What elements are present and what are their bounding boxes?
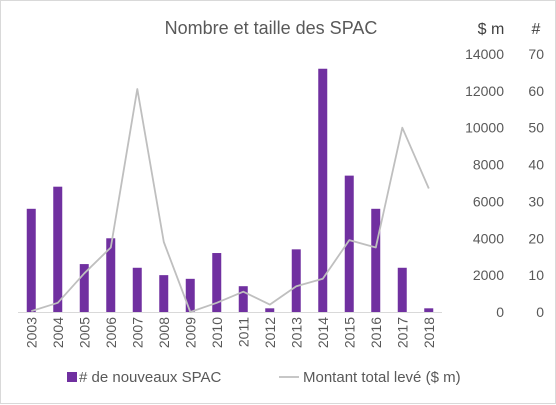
x-tick-label-2005: 2005 — [76, 317, 92, 348]
x-tick-label-2008: 2008 — [156, 317, 172, 348]
left-axis-unit: $ m — [478, 21, 505, 38]
left-y-tick-label: 0 — [496, 304, 504, 320]
right-y-tick-label: 70 — [528, 46, 544, 62]
plot-area — [18, 68, 442, 313]
right-y-tick-label: 60 — [528, 83, 544, 99]
right-y-tick-label: 40 — [528, 157, 544, 173]
x-tick-label-2014: 2014 — [315, 317, 331, 348]
right-y-tick-label: 0 — [536, 304, 544, 320]
chart-title: Nombre et taille des SPAC — [165, 18, 378, 38]
legend-bar-label: # de nouveaux SPAC — [79, 369, 221, 386]
left-y-tick-label: 6000 — [473, 193, 504, 209]
bar-2014 — [318, 68, 328, 312]
bar-2011 — [238, 286, 248, 312]
left-y-tick-label: 12000 — [465, 83, 504, 99]
bar-2015 — [344, 175, 354, 312]
left-y-tick-label: 14000 — [465, 46, 504, 62]
x-tick-label-2006: 2006 — [103, 317, 119, 348]
right-y-tick-label: 20 — [528, 230, 544, 246]
x-tick-label-2012: 2012 — [262, 317, 278, 348]
bar-2018 — [424, 308, 434, 312]
x-tick-label-2009: 2009 — [182, 317, 198, 348]
bar-2007 — [132, 267, 142, 312]
right-axis-unit: # — [532, 21, 541, 38]
bar-2004 — [53, 186, 63, 312]
x-tick-label-2010: 2010 — [209, 317, 225, 348]
legend-bar-swatch — [67, 372, 77, 382]
x-tick-label-2018: 2018 — [421, 317, 437, 348]
bar-2006 — [106, 238, 116, 312]
bar-2009 — [185, 278, 195, 312]
x-tick-label-2013: 2013 — [288, 317, 304, 348]
x-tick-label-2011: 2011 — [235, 317, 251, 347]
x-tick-label-2007: 2007 — [129, 317, 145, 348]
bar-2012 — [265, 308, 275, 312]
right-y-tick-label: 50 — [528, 120, 544, 136]
legend: # de nouveaux SPAC Montant total levé ($… — [67, 369, 461, 386]
bar-2005 — [79, 264, 89, 312]
bar-2016 — [371, 208, 381, 312]
left-y-tick-label: 8000 — [473, 157, 504, 173]
bar-2017 — [397, 267, 407, 312]
x-tick-label-2015: 2015 — [341, 317, 357, 348]
bar-2003 — [26, 208, 36, 312]
x-tick-label-2004: 2004 — [50, 317, 66, 348]
bar-2008 — [159, 275, 169, 312]
left-y-tick-label: 10000 — [465, 120, 504, 136]
x-tick-label-2016: 2016 — [368, 317, 384, 348]
bar-2013 — [291, 249, 301, 312]
legend-line-label: Montant total levé ($ m) — [303, 369, 461, 386]
left-y-tick-label: 4000 — [473, 230, 504, 246]
x-tick-label-2017: 2017 — [394, 317, 410, 348]
right-y-tick-label: 30 — [528, 193, 544, 209]
bar-2010 — [212, 253, 222, 312]
x-tick-label-2003: 2003 — [23, 317, 39, 348]
axis-ticks: 2003 2004 2005 2006 2007 2008 2009 2010 2011 2012… — [23, 46, 544, 348]
line-series-montant — [31, 88, 430, 313]
left-y-tick-label: 2000 — [473, 267, 504, 283]
right-y-tick-label: 10 — [528, 267, 544, 283]
